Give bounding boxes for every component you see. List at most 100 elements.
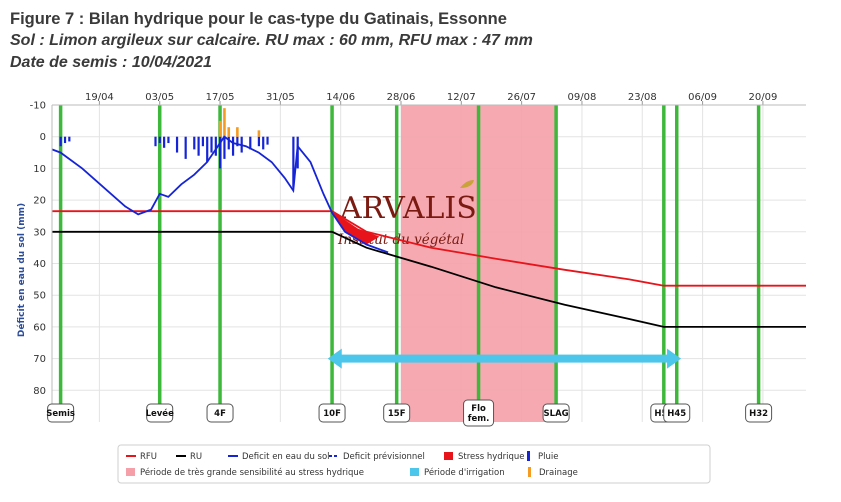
- rain-bar: [223, 136, 226, 159]
- y-tick-label: 70: [33, 354, 46, 365]
- legend-item: Deficit en eau du sol: [228, 452, 330, 462]
- legend-label: Deficit en eau du sol: [242, 452, 330, 462]
- rain-bar: [231, 136, 235, 156]
- rain-bar: [227, 136, 230, 150]
- stress-area: [332, 211, 380, 245]
- x-tick-label: 06/09: [688, 92, 717, 103]
- y-tick-label: 10: [33, 164, 46, 175]
- stage-box: [206, 403, 234, 423]
- axes: -10 0 10 20 30 40 50 60 70 80 19/04 03/05 17/05 31/05…: [30, 92, 806, 422]
- series-lines: [51, 135, 806, 328]
- irrigation-arrow-left: [327, 348, 342, 369]
- legend-label: Période d'irrigation: [424, 467, 505, 478]
- stage-box: [383, 403, 411, 423]
- stage-label: SLAG: [544, 409, 569, 419]
- y-tick-label: 60: [33, 322, 46, 333]
- rain-bar: [214, 136, 217, 156]
- rain-bar: [184, 136, 187, 159]
- rain-bar: [262, 136, 265, 150]
- stage-box: [745, 403, 773, 423]
- irrigation-period: [327, 348, 682, 369]
- legend-irrigation-swatch: [410, 468, 419, 476]
- ru-line: [52, 230, 806, 328]
- stage-label: Levée: [146, 408, 174, 419]
- x-tick-label: 17/05: [206, 92, 235, 103]
- legend-item: Stress hydrique: [444, 452, 525, 462]
- irrigation-arrow-right: [667, 348, 682, 369]
- x-tick-label: 20/09: [749, 92, 778, 103]
- stage-label: 10F: [323, 409, 341, 419]
- legend-item: Drainage: [528, 467, 578, 478]
- legend-item: RU: [176, 452, 202, 462]
- legend-stress-swatch: [444, 452, 453, 460]
- legend-item: Période d'irrigation: [410, 467, 505, 478]
- legend-pluie-swatch: [527, 451, 530, 461]
- legend-item: RFU: [126, 452, 157, 462]
- x-tick-label: 28/06: [387, 92, 416, 103]
- rain-bar: [59, 136, 62, 147]
- x-tick-label: 26/07: [507, 92, 536, 103]
- legend-label: Période de très grande sensibilité au st…: [140, 467, 364, 478]
- stage-label: Flo: [471, 404, 486, 414]
- legend-item: Pluie: [527, 451, 558, 462]
- figure-title: Figure 7 : Bilan hydrique pour le cas-ty…: [10, 10, 507, 28]
- rain-bar: [68, 136, 71, 142]
- soil-subtitle: Sol : Limon argileux sur calcaire. RU ma…: [10, 32, 533, 49]
- irrigation-bar: [339, 354, 670, 363]
- y-tick-label: 40: [33, 259, 46, 270]
- rain-bar: [206, 136, 209, 163]
- stage-label: fem.: [468, 414, 490, 424]
- y-tick-label: 80: [33, 386, 46, 397]
- x-tick-label: 12/07: [447, 92, 476, 103]
- legend-label: Deficit prévisionnel: [343, 451, 425, 462]
- drainage-bar: [236, 127, 239, 137]
- legend-box: [117, 444, 711, 484]
- rain-bar: [236, 136, 239, 147]
- rain-bar: [154, 136, 157, 147]
- stage-label: 4F: [214, 409, 226, 419]
- rain-bar: [63, 136, 67, 144]
- rain-bar: [163, 136, 166, 148]
- rain-bar: [249, 136, 252, 150]
- rain-bar: [219, 136, 222, 169]
- watermark-leaf-icon: [460, 180, 474, 188]
- rain-bar: [197, 136, 200, 156]
- legend-item: Période de très grande sensibilité au st…: [126, 467, 364, 478]
- y-tick-label: 50: [33, 291, 46, 302]
- stage-box: [463, 399, 495, 427]
- x-tick-label: 23/08: [628, 92, 657, 103]
- y-tick-label: 0: [40, 132, 46, 143]
- y-tick-label: 30: [33, 227, 46, 238]
- legend-sensitivity-swatch: [126, 468, 135, 476]
- rain-drainage-bars: [59, 108, 299, 188]
- x-tick-label: 19/04: [85, 92, 114, 103]
- stage-label: H32: [749, 409, 768, 419]
- rain-bar: [175, 136, 179, 153]
- stage-box: [47, 403, 75, 423]
- stage-box: [663, 403, 691, 423]
- title-block: Figure 7 : Bilan hydrique pour le cas-ty…: [10, 8, 533, 74]
- y-axis-label: Déficit en eau du sol (mm): [16, 203, 27, 337]
- legend-drainage-swatch: [528, 467, 531, 477]
- y-tick-label: -10: [30, 101, 46, 112]
- rain-bar: [257, 136, 261, 147]
- deficit-line: [51, 135, 389, 254]
- legend: RFU RU Deficit en eau du sol Deficit prévis…: [117, 444, 711, 484]
- drainage-bar: [223, 108, 226, 137]
- x-tick-label: 03/05: [145, 92, 174, 103]
- y-tick-label: 20: [33, 196, 46, 207]
- legend-label: Pluie: [538, 452, 558, 462]
- legend-item: Deficit prévisionnel: [329, 451, 425, 462]
- stage-label: Semis: [46, 409, 75, 419]
- rain-bar: [158, 136, 161, 144]
- rfu-line: [52, 210, 806, 287]
- legend-label: Stress hydrique: [458, 452, 525, 462]
- rain-bar: [193, 136, 196, 150]
- x-tick-label: 31/05: [266, 92, 295, 103]
- legend-label: Drainage: [539, 468, 578, 478]
- stage-box: [542, 403, 570, 423]
- rain-bar: [210, 136, 213, 153]
- x-tick-label: 14/06: [326, 92, 355, 103]
- x-tick-label: 09/08: [568, 92, 597, 103]
